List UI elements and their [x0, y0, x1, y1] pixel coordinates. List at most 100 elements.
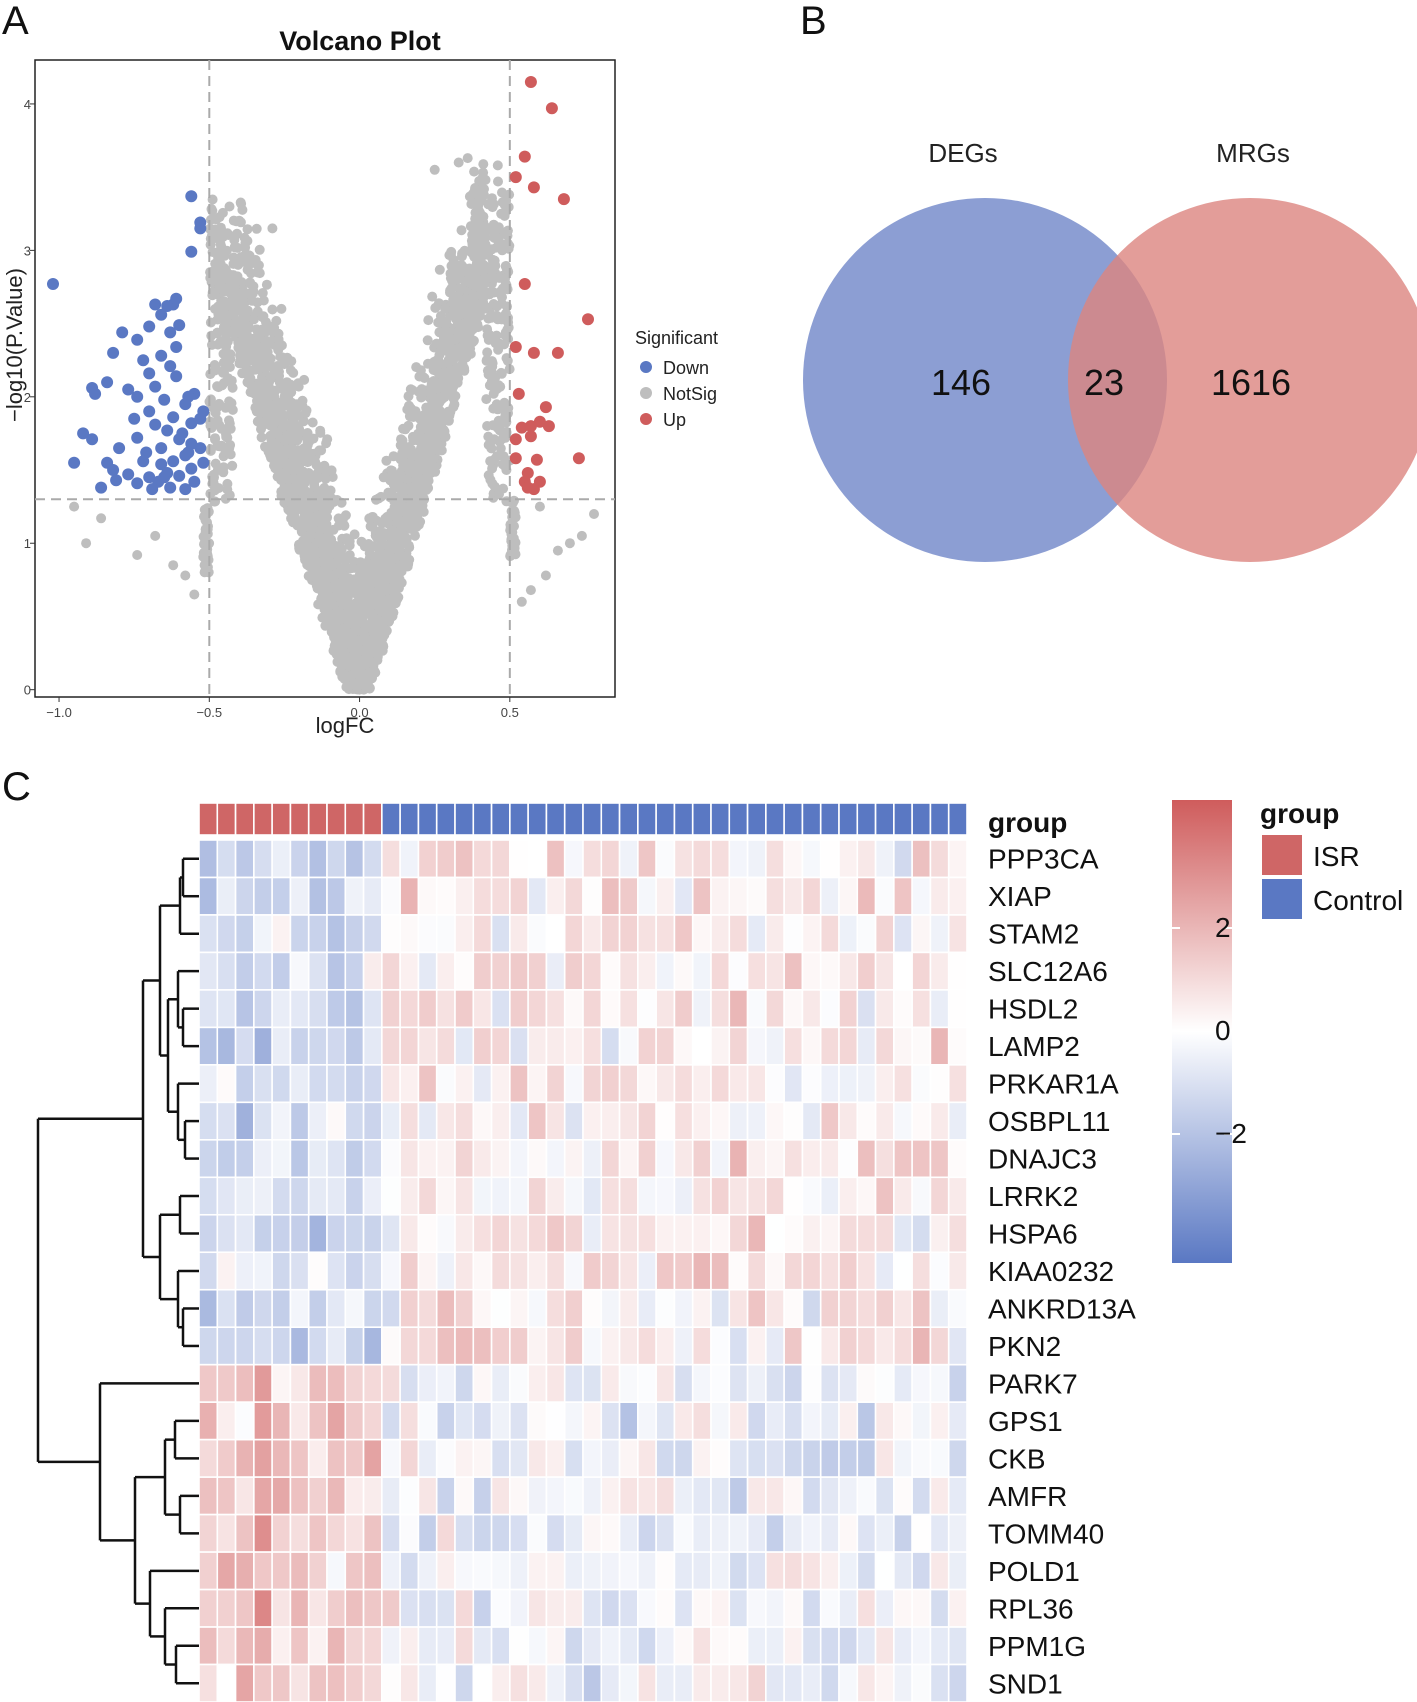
heatmap-cell [198, 914, 219, 954]
annotation-cell [289, 802, 310, 836]
heatmap-cell [326, 914, 347, 954]
heatmap-cell [929, 1438, 950, 1478]
heatmap-cell [801, 1626, 822, 1666]
heatmap-cell [509, 1663, 529, 1702]
heatmap-cell [893, 1513, 913, 1553]
heatmap-cell [399, 1438, 420, 1478]
gene-label: LRRK2 [988, 1181, 1078, 1212]
notsig-point [381, 582, 392, 593]
group-annotation-bar [198, 802, 968, 836]
heatmap-cell [362, 1663, 383, 1702]
heatmap-cell [710, 1626, 731, 1666]
heatmap-cell [673, 839, 694, 879]
heatmap-cell [454, 1363, 475, 1403]
annotation-cell [435, 802, 456, 836]
heatmap-cell [454, 876, 475, 916]
heatmap-cell [856, 1139, 877, 1179]
heatmap-cell [253, 1101, 273, 1141]
heatmap-cell [600, 1288, 621, 1329]
heatmap-cell [307, 1588, 328, 1628]
heatmap-cell [874, 1139, 895, 1179]
panel-label-b: B [800, 0, 827, 43]
heatmap-cell [673, 1588, 694, 1628]
notsig-point [224, 418, 235, 429]
notsig-point [345, 563, 356, 574]
heatmap-cell [819, 1401, 840, 1441]
notsig-point [490, 231, 501, 242]
heatmap-cell [765, 989, 785, 1029]
down-point [170, 370, 183, 383]
heatmap-cell [307, 989, 328, 1029]
heatmap-cell [728, 1663, 749, 1702]
notsig-point [422, 483, 433, 494]
heatmap-cell [673, 1288, 694, 1329]
down-point [143, 405, 156, 418]
heatmap-cell [435, 1064, 456, 1104]
notsig-point [383, 547, 394, 558]
down-point [185, 462, 198, 475]
down-point [128, 412, 141, 425]
heatmap-cell [673, 1476, 694, 1516]
heatmap-cell [600, 1363, 621, 1403]
y-tick-label: 1 [24, 536, 31, 551]
heatmap-cell [728, 876, 749, 916]
heatmap-cell [819, 1139, 840, 1179]
notsig-point [497, 187, 507, 198]
heatmap-cell [765, 1064, 785, 1104]
heatmap-cell [746, 1588, 767, 1628]
heatmap-cell [618, 1213, 639, 1254]
heatmap-cell [253, 914, 273, 954]
notsig-point [336, 660, 347, 671]
notsig-point [236, 343, 247, 354]
heatmap-cell [216, 989, 237, 1029]
heatmap-cell [216, 1326, 237, 1366]
heatmap-cell [582, 1176, 603, 1216]
notsig-point [256, 432, 267, 443]
x-tick-label: −1.0 [46, 705, 72, 720]
heatmap-cell [509, 1288, 529, 1329]
heatmap-cell [289, 1476, 310, 1516]
heatmap-cell [838, 876, 859, 916]
heatmap-cell [655, 951, 676, 991]
heatmap-cell [472, 1326, 493, 1366]
heatmap-cell [874, 1588, 895, 1628]
heatmap-cell [728, 1139, 749, 1179]
down-point [194, 222, 207, 235]
heatmap-cell [728, 1101, 749, 1141]
heatmap-cell [527, 1139, 548, 1179]
heatmap-cell [216, 876, 237, 916]
heatmap-cell [765, 1026, 785, 1066]
notsig-point [267, 223, 278, 234]
heatmap-cell [198, 951, 219, 991]
heatmap-cell [728, 1288, 749, 1329]
heatmap-cell [801, 1401, 822, 1441]
heatmap-cell [527, 839, 548, 879]
heatmap-cell [545, 1026, 566, 1066]
heatmap-cell [947, 1101, 968, 1141]
heatmap-cell [710, 1663, 731, 1702]
up-point [527, 346, 540, 359]
heatmap-cell [307, 1363, 328, 1403]
notsig-point [282, 430, 293, 441]
heatmap-cell [490, 1663, 511, 1702]
heatmap-cell [673, 1064, 694, 1104]
down-point [167, 455, 180, 468]
heatmap-cell [911, 1026, 932, 1066]
heatmap-cell [490, 1476, 511, 1516]
heatmap-cell [947, 839, 968, 879]
heatmap-cell [856, 1288, 877, 1329]
heatmap-cell [472, 1101, 493, 1141]
down-point [116, 326, 129, 339]
heatmap-cell [253, 1663, 273, 1702]
heatmap-cell [253, 839, 273, 879]
heatmap-cells [198, 839, 968, 1702]
heatmap-cell [618, 1139, 639, 1179]
heatmap-cell [234, 989, 255, 1029]
y-tick-label: 0 [24, 683, 31, 698]
heatmap-cell [307, 1401, 328, 1441]
heatmap-cell [399, 1401, 420, 1441]
heatmap-cell [253, 1326, 273, 1366]
heatmap-cell [454, 1139, 475, 1179]
up-point [518, 150, 531, 163]
